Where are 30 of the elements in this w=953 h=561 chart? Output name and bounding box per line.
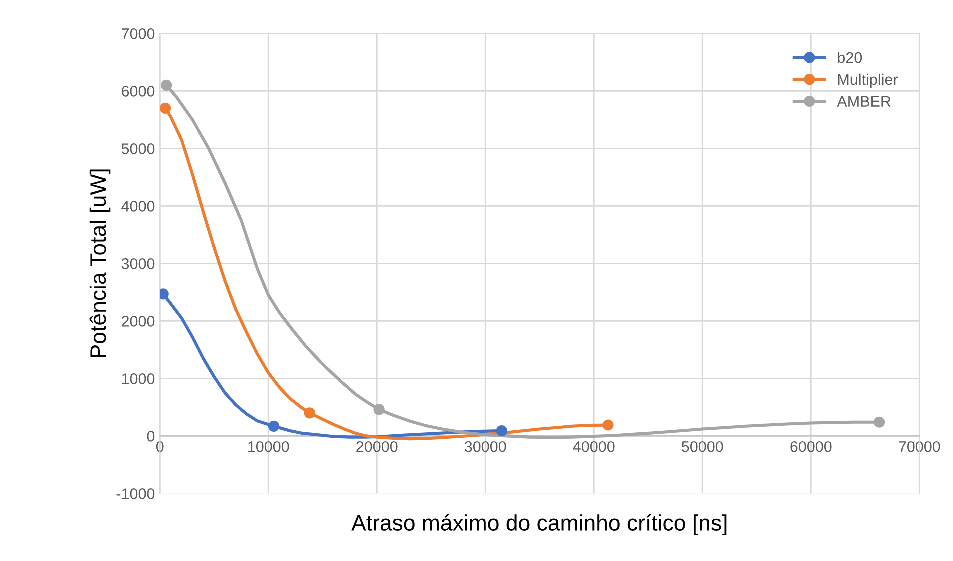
- x-tick-label: 30000: [464, 441, 506, 452]
- point: [374, 404, 385, 416]
- x-tick-label: 70000: [899, 441, 940, 452]
- y-tick-label: 5000: [122, 144, 155, 154]
- x-tick-label: 10000: [248, 441, 290, 452]
- legend-label: Multiplier: [838, 74, 898, 88]
- x-axis-title: Atraso máximo do caminho crítico [ns]: [352, 514, 727, 536]
- point: [304, 408, 316, 419]
- point: [161, 80, 172, 91]
- x-tick-label: 40000: [573, 441, 615, 452]
- y-tick-label: -1000: [116, 488, 155, 500]
- y-tick-label: 0: [147, 431, 155, 442]
- y-tick-label: 2000: [122, 316, 155, 327]
- x-tick-label: 20000: [356, 441, 398, 452]
- legend-label: AMBER: [837, 96, 891, 107]
- point: [874, 416, 886, 428]
- point: [496, 425, 508, 437]
- x-tick-label: 50000: [682, 441, 724, 452]
- y-tick-label: 1000: [122, 374, 155, 384]
- y-tick-label: 4000: [122, 201, 155, 212]
- y-tick-label: 7000: [122, 28, 155, 40]
- y-axis-title: Potência Total [uW]: [90, 170, 111, 358]
- point: [268, 420, 280, 432]
- point: [602, 420, 614, 431]
- x-tick-label: 60000: [790, 441, 832, 452]
- point: [160, 102, 172, 114]
- legend-label: b20: [838, 52, 862, 64]
- x-tick-label: 0: [156, 441, 164, 452]
- y-tick-label: 3000: [122, 258, 155, 270]
- y-tick-label: 6000: [122, 86, 155, 97]
